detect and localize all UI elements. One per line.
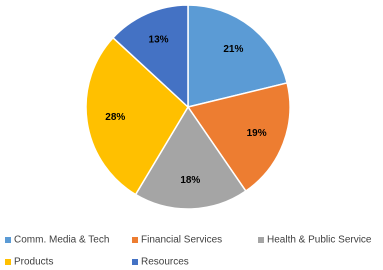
- data-label: 28%: [105, 112, 125, 123]
- pie-slice: [134, 105, 247, 210]
- pie-slice: [187, 4, 289, 108]
- pie-slice: [112, 4, 189, 109]
- data-label: 21%: [223, 44, 243, 55]
- legend-label: Comm. Media & Tech: [14, 235, 109, 246]
- pie-slice: [85, 36, 189, 196]
- data-label: 13%: [149, 34, 169, 45]
- legend-label: Health & Public Service: [267, 235, 372, 246]
- legend-marker: [5, 237, 11, 243]
- legend-marker: [5, 259, 11, 265]
- legend-marker: [258, 237, 264, 243]
- legend-label: Financial Services: [141, 235, 222, 246]
- legend-marker: [132, 237, 138, 243]
- pie-slice: [186, 82, 291, 193]
- data-label: 19%: [247, 128, 267, 139]
- legend-marker: [132, 259, 138, 265]
- legend-label: Resources: [141, 257, 189, 268]
- legend-label: Products: [14, 257, 53, 268]
- data-label: 18%: [180, 175, 200, 186]
